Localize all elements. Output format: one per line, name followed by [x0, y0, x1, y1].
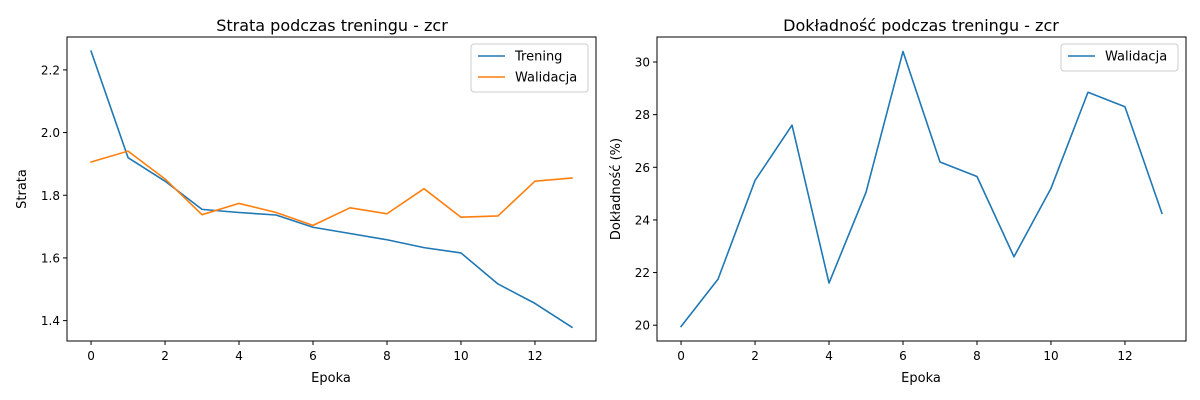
accuracy-xtick-label: 10 [1043, 349, 1058, 363]
loss-chart-lines [90, 50, 574, 329]
loss-chart-ticks [63, 69, 536, 345]
accuracy-series-line-first [679, 50, 1163, 328]
accuracy-xtick-label: 12 [1117, 349, 1132, 363]
accuracy-ytick-label: 22 [635, 266, 650, 280]
accuracy-xtick-label: 4 [825, 349, 833, 363]
accuracy-ytick-label: 24 [635, 213, 650, 227]
accuracy-chart: Dokładność podczas treningu - zcr 202224… [609, 16, 1187, 386]
loss-chart-ytick-labels: 1.4 1.6 1.8 2.0 2.2 [41, 63, 60, 328]
loss-ytick-label: 1.6 [41, 251, 60, 265]
loss-xtick-label: 8 [383, 349, 391, 363]
loss-chart-xtick-labels: 0 2 4 6 8 10 12 [87, 349, 542, 363]
loss-xtick-label: 6 [309, 349, 317, 363]
loss-series-line-second [90, 150, 573, 227]
loss-xtick-label: 2 [161, 349, 169, 363]
loss-ytick-label: 2.0 [41, 126, 60, 140]
loss-chart: Strata podczas treningu - zcr 1.4 1.6 1.8 2… [15, 16, 597, 386]
accuracy-xtick-label: 8 [973, 349, 981, 363]
accuracy-ytick-label: 28 [635, 108, 650, 122]
accuracy-ytick-label: 26 [635, 161, 650, 175]
accuracy-ytick-label: 20 [635, 319, 650, 333]
loss-legend-label-training: Trening [514, 50, 562, 65]
loss-ytick-label: 1.4 [41, 314, 60, 328]
loss-chart-legend: Trening Walidacja [470, 43, 589, 93]
accuracy-xtick-label: 6 [899, 349, 907, 363]
loss-xtick-label: 12 [527, 349, 542, 363]
accuracy-chart-xtick-labels: 0 2 4 6 8 10 12 [677, 349, 1132, 363]
accuracy-chart-lines [679, 50, 1163, 328]
accuracy-legend-box [1060, 43, 1179, 72]
accuracy-chart-axes-frame [656, 36, 1187, 342]
loss-ytick-label: 1.8 [41, 189, 60, 203]
loss-xtick-label: 10 [453, 349, 468, 363]
accuracy-chart-title: Dokładność podczas treningu - zcr [783, 16, 1059, 35]
accuracy-ytick-label: 30 [635, 56, 650, 70]
accuracy-chart-ytick-labels: 20 22 24 26 28 30 [635, 56, 650, 333]
loss-legend-label-validation: Walidacja [515, 71, 577, 86]
accuracy-chart-ylabel: Dokładność (%) [609, 138, 624, 240]
loss-xtick-label: 4 [235, 349, 243, 363]
loss-ytick-label: 2.2 [41, 63, 60, 77]
loss-chart-title: Strata podczas treningu - zcr [216, 16, 448, 35]
loss-xtick-label: 0 [87, 349, 95, 363]
accuracy-chart-xlabel: Epoka [901, 371, 941, 386]
loss-series-line-first [90, 50, 574, 329]
accuracy-chart-legend: Walidacja [1060, 43, 1179, 72]
accuracy-chart-ticks [653, 61, 1126, 345]
loss-chart-ylabel: Strata [15, 169, 30, 209]
accuracy-legend-label-validation: Walidacja [1105, 50, 1167, 65]
accuracy-xtick-label: 2 [751, 349, 759, 363]
accuracy-xtick-label: 0 [677, 349, 685, 363]
loss-chart-axes-frame [66, 36, 597, 342]
loss-chart-xlabel: Epoka [311, 371, 351, 386]
